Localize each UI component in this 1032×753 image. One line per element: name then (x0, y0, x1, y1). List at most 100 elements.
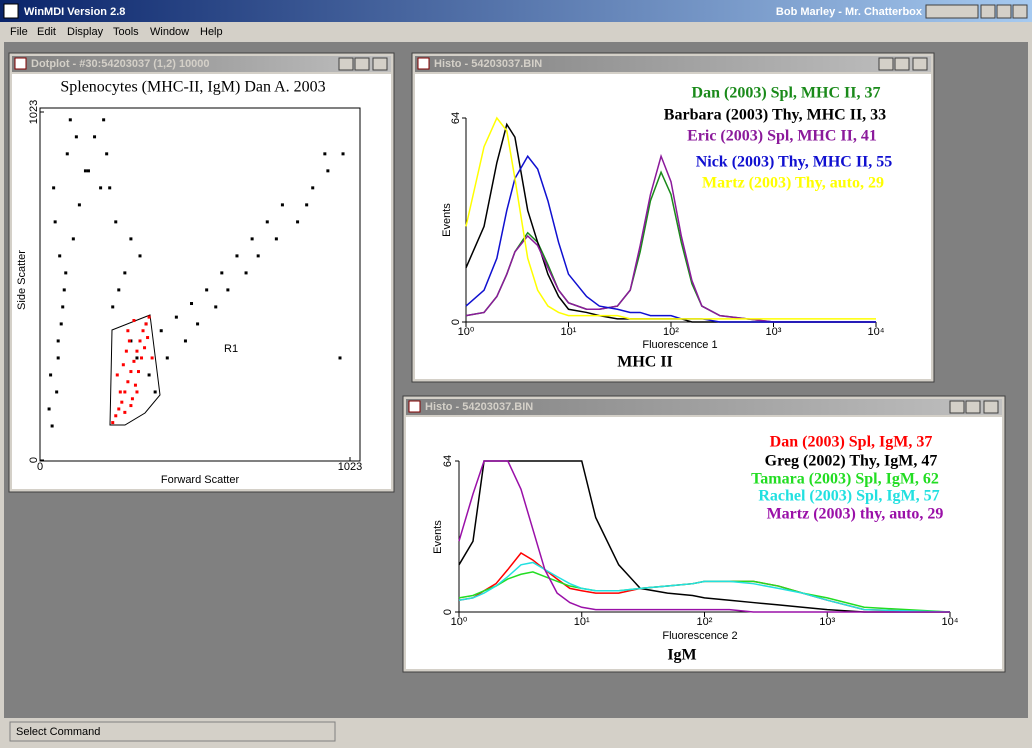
menu-item[interactable]: File (10, 26, 28, 38)
window-client (12, 74, 391, 489)
dot (123, 271, 127, 275)
dot (135, 356, 139, 360)
dot (124, 349, 128, 353)
dot (83, 169, 87, 173)
status-bar (0, 719, 1032, 748)
window-icon (14, 57, 27, 70)
legend-entry: Rachel (2003) Spl, IgM, 57 (758, 488, 939, 505)
dot (114, 414, 118, 418)
x-axis-label: Fluorescence 1 (642, 339, 717, 351)
dot (226, 288, 230, 292)
dot (132, 319, 136, 323)
minimize-button[interactable] (980, 4, 996, 19)
menu-item[interactable]: Edit (37, 26, 56, 38)
dot (123, 410, 127, 414)
chart-title: Splenocytes (MHC-II, IgM) Dan A. 2003 (60, 79, 325, 96)
app-buttons[interactable] (925, 4, 1028, 19)
app-user: Bob Marley - Mr. Chatterbox (776, 6, 923, 18)
close-button[interactable] (372, 57, 388, 71)
legend-entry: Tamara (2003) Spl, IgM, 62 (751, 471, 939, 488)
menu-item[interactable]: Help (200, 26, 223, 38)
menu-item[interactable]: Window (150, 26, 189, 38)
dot (118, 390, 122, 394)
gate-label: R1 (224, 343, 238, 355)
window-icon (408, 400, 421, 413)
dot (153, 390, 157, 394)
dot (62, 288, 66, 292)
dot (135, 349, 139, 353)
x-tick-label: 10⁰ (451, 616, 468, 628)
dot (129, 404, 133, 408)
dot (123, 390, 127, 394)
dot (74, 135, 78, 139)
dot (117, 407, 121, 411)
dot (141, 329, 145, 333)
dot (127, 339, 131, 343)
minimize-button[interactable] (338, 57, 354, 71)
dot (165, 356, 169, 360)
minimize-button[interactable] (949, 400, 965, 414)
dot (58, 254, 62, 258)
window-client (406, 417, 1002, 669)
dot (159, 329, 163, 333)
dot (115, 373, 119, 377)
dot (147, 315, 151, 319)
y-tick-label: 1023 (28, 100, 40, 124)
dot (135, 390, 139, 394)
y-tick-label: 0 (442, 609, 454, 615)
dot (323, 152, 327, 156)
legend-entry: Martz (2003) Thy, auto, 29 (702, 175, 884, 192)
legend-entry: Greg (2002) Thy, IgM, 47 (765, 453, 938, 470)
dot (274, 237, 278, 241)
dot (147, 373, 151, 377)
nav-buttons[interactable] (925, 4, 979, 19)
dot (111, 421, 115, 425)
legend-entry: Nick (2003) Thy, MHC II, 55 (696, 154, 893, 171)
plot-frame (39, 107, 361, 462)
dot (56, 356, 60, 360)
dot (144, 322, 148, 326)
dot (174, 315, 178, 319)
minimize-button[interactable] (878, 57, 894, 71)
close-button[interactable] (983, 400, 999, 414)
x-tick-label: 10⁴ (942, 616, 959, 628)
dot (326, 169, 330, 173)
x-tick-label: 10² (663, 326, 679, 338)
menu-item[interactable]: Tools (113, 26, 139, 38)
dot (71, 237, 75, 241)
dot (77, 203, 81, 207)
dot (93, 135, 97, 139)
histogram-line (465, 116, 876, 320)
dot (129, 237, 133, 241)
window-client (415, 74, 931, 379)
x-tick-label: 10¹ (574, 616, 590, 628)
chart-title: MHC II (617, 354, 673, 371)
dot (102, 118, 106, 122)
close-button[interactable] (912, 57, 928, 71)
x-axis-label: Fluorescence 2 (662, 630, 737, 642)
x-tick-label: 10² (697, 616, 713, 628)
x-tick-label: 10¹ (561, 326, 577, 338)
y-tick-label: 0 (450, 319, 462, 325)
dot (121, 363, 125, 367)
maximize-button[interactable] (996, 4, 1012, 19)
window-icon (417, 57, 430, 70)
window-title-bar (406, 399, 1002, 415)
x-tick-label: 1023 (338, 461, 362, 473)
dot (56, 339, 60, 343)
legend-entry: Eric (2003) Spl, MHC II, 41 (687, 128, 877, 145)
legend-entry: Barbara (2003) Thy, MHC II, 33 (664, 107, 886, 124)
dot (53, 220, 57, 224)
dot (126, 380, 130, 384)
dot (205, 288, 209, 292)
legend-entry: Martz (2003) thy, auto, 29 (767, 506, 944, 523)
maximize-button[interactable] (894, 57, 910, 71)
close-button[interactable] (1012, 4, 1028, 19)
dot (108, 186, 112, 190)
menu-item[interactable]: Display (67, 26, 104, 38)
app-icon (3, 3, 19, 19)
dot (338, 356, 342, 360)
maximize-button[interactable] (965, 400, 981, 414)
dot (68, 118, 72, 122)
maximize-button[interactable] (354, 57, 370, 71)
